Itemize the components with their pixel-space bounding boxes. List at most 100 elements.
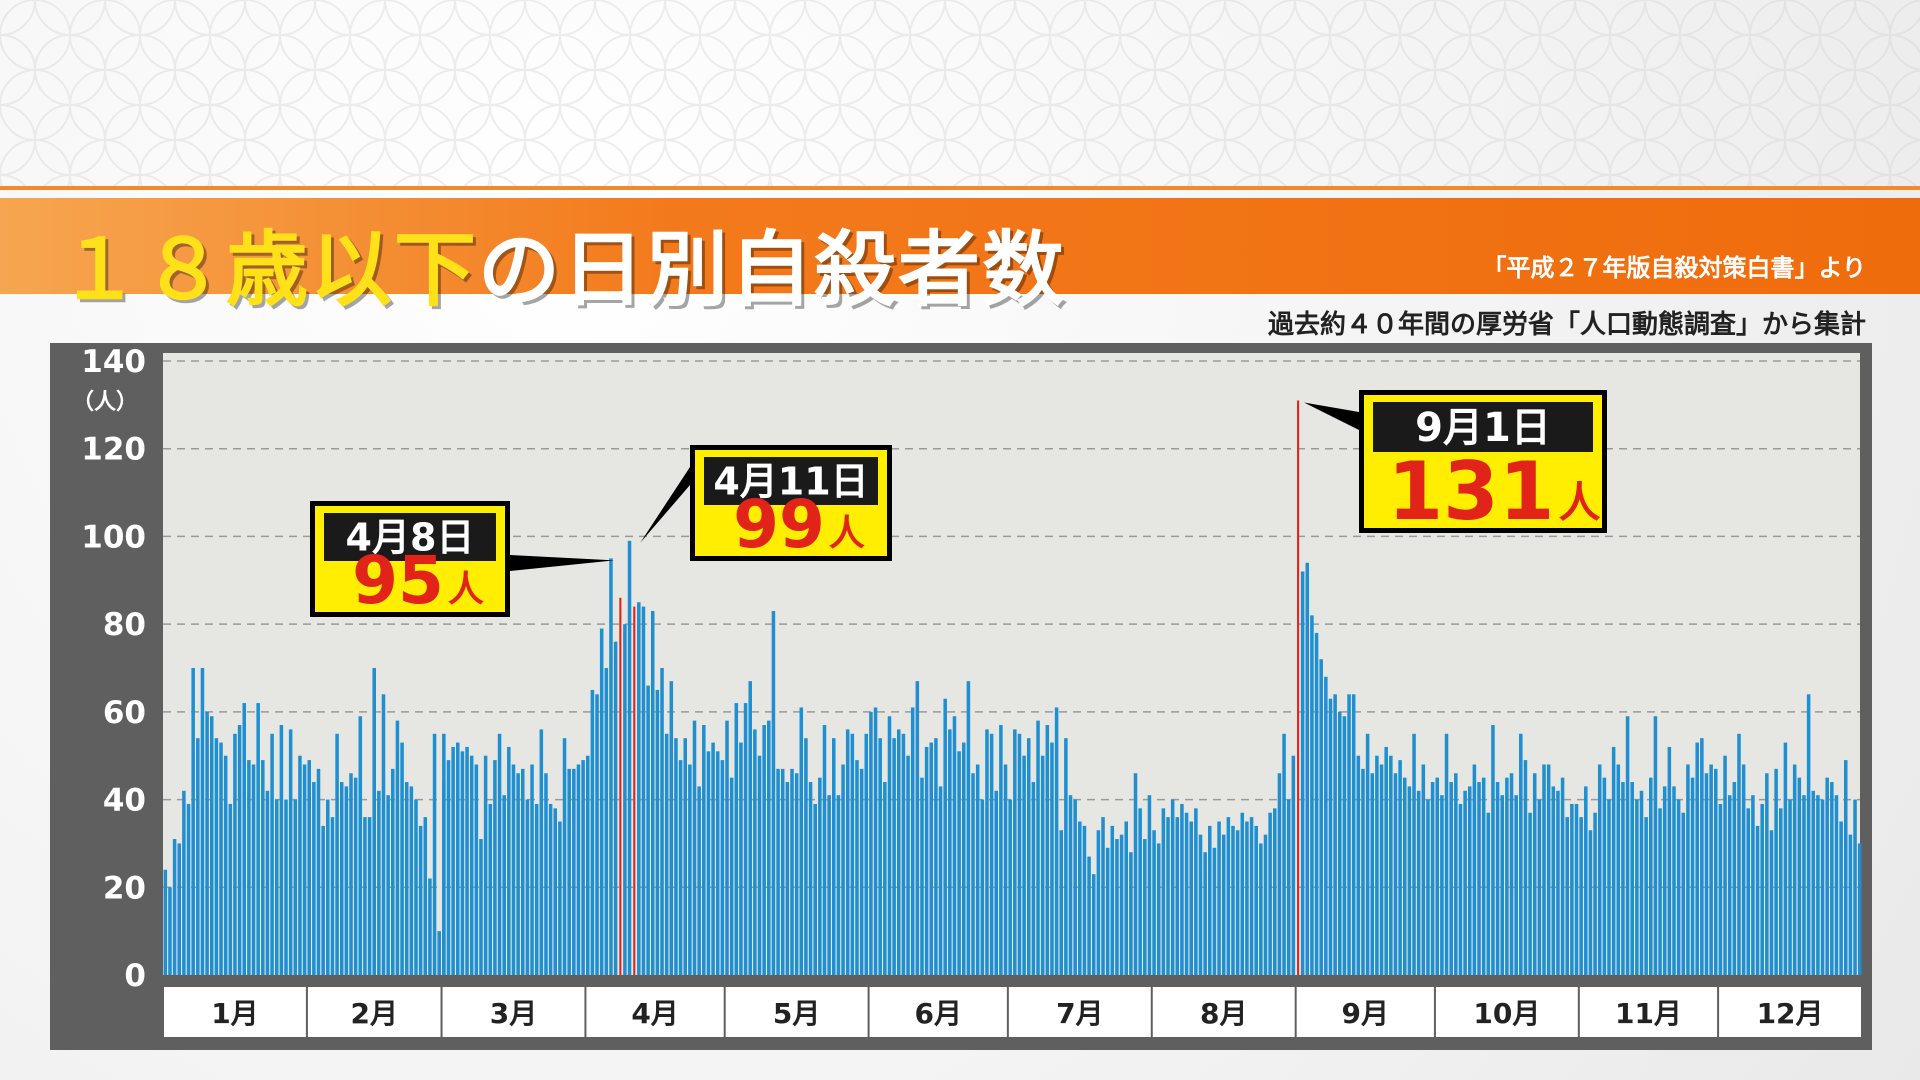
data-bar: [516, 773, 520, 975]
data-bar: [794, 773, 799, 975]
data-bar: [1574, 803, 1579, 975]
data-bar: [428, 878, 432, 975]
data-bar: [1727, 795, 1732, 975]
x-tick-label: 11月: [1615, 997, 1682, 1030]
data-bar: [442, 733, 446, 975]
data-bar: [924, 746, 929, 975]
data-bar: [409, 786, 414, 975]
data-bar: [1333, 694, 1337, 975]
data-bar: [316, 768, 321, 975]
month-label-cell: [1008, 987, 1151, 1037]
data-bar: [400, 742, 404, 975]
data-bar: [1830, 782, 1834, 975]
data-bar: [1031, 782, 1036, 975]
data-bar: [432, 733, 437, 975]
data-bar: [720, 760, 725, 975]
title-rest: の日別自殺者数: [478, 223, 1067, 318]
data-bar: [358, 716, 363, 975]
title-banner: [0, 198, 1920, 294]
data-bar: [1514, 795, 1518, 975]
data-bar: [367, 817, 372, 975]
x-tick-label: 8月: [1200, 997, 1247, 1030]
data-bar: [1180, 803, 1184, 975]
data-bar: [1082, 825, 1087, 975]
data-bar: [1129, 852, 1133, 975]
data-bar: [1003, 764, 1008, 975]
data-bar: [205, 711, 209, 975]
data-bar: [1338, 711, 1342, 975]
data-bar: [678, 760, 683, 975]
data-bar: [627, 540, 632, 975]
data-bar: [1625, 716, 1630, 975]
data-bar: [168, 887, 172, 975]
data-bar: [469, 755, 474, 975]
data-bar-highlight: [619, 597, 622, 975]
data-bar: [1760, 803, 1764, 975]
data-bar: [186, 803, 191, 975]
data-bar: [873, 707, 878, 975]
data-bar: [1537, 799, 1542, 975]
data-bar: [1124, 821, 1128, 975]
data-bar: [1189, 821, 1193, 975]
data-bar: [548, 803, 553, 975]
data-bar: [1091, 874, 1096, 975]
data-bar: [1314, 632, 1319, 975]
data-bar: [344, 786, 349, 975]
x-tick-label: 6月: [914, 997, 961, 1030]
data-bar: [1458, 803, 1463, 975]
title-highlight: １８歳以下: [58, 223, 479, 318]
data-bar: [864, 733, 869, 975]
data-bar: [530, 764, 534, 975]
data-bar: [646, 685, 650, 975]
y-tick-label: 100: [81, 519, 146, 555]
data-bar: [994, 790, 999, 975]
data-bar: [804, 738, 808, 975]
data-bar: [961, 742, 966, 975]
data-bar: [1495, 782, 1500, 975]
data-bar: [1361, 768, 1365, 975]
data-bar: [446, 760, 451, 975]
data-bar: [1203, 852, 1207, 975]
data-bar: [581, 760, 585, 975]
data-bar: [1087, 856, 1091, 975]
data-bar: [1700, 738, 1704, 975]
data-bar: [1714, 768, 1718, 975]
data-bar: [892, 738, 896, 975]
data-bar: [1305, 562, 1310, 975]
callout-date-bg: [324, 513, 496, 561]
data-bar: [507, 746, 511, 975]
data-bar: [1245, 821, 1249, 975]
data-bar: [576, 764, 581, 975]
data-bar: [1486, 812, 1491, 975]
data-bar: [456, 742, 460, 975]
data-bar: [479, 839, 483, 975]
data-bar: [1026, 738, 1031, 975]
data-bar: [878, 738, 882, 975]
data-bar: [1217, 821, 1221, 975]
data-bar: [1681, 812, 1686, 975]
data-bar: [1328, 698, 1333, 975]
data-bar: [242, 703, 247, 975]
data-bar: [321, 825, 325, 975]
data-bar: [1811, 790, 1816, 975]
data-bar: [1635, 799, 1639, 975]
data-bar: [920, 777, 924, 975]
data-bar: [1755, 825, 1760, 975]
data-bar: [604, 668, 609, 975]
data-bar: [827, 795, 831, 975]
data-bar: [1491, 725, 1495, 975]
data-bar: [683, 738, 687, 975]
data-bar: [808, 782, 813, 975]
data-bar: [1147, 795, 1152, 975]
data-bar: [901, 733, 906, 975]
data-bar: [395, 720, 400, 975]
data-bar: [725, 720, 729, 975]
data-bar: [1152, 830, 1156, 975]
data-bar: [985, 729, 989, 975]
data-bar: [883, 782, 887, 975]
data-bar: [353, 777, 358, 975]
data-bar: [748, 681, 752, 975]
data-bar: [1774, 768, 1778, 975]
data-bar: [312, 782, 316, 975]
data-bar: [1096, 830, 1101, 975]
